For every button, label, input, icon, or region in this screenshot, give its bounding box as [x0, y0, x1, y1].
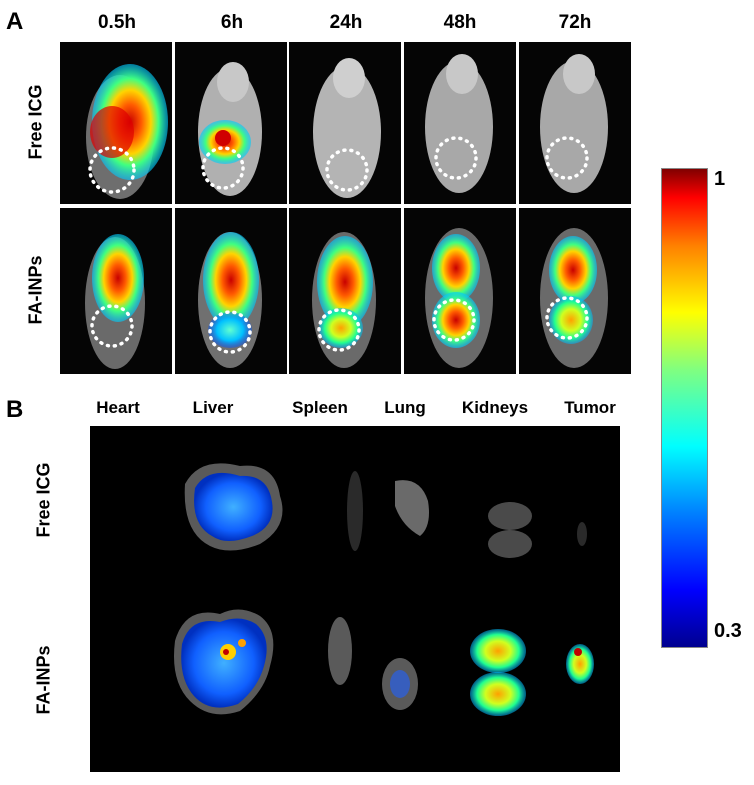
row-label-fa-inps: FA-INPs [25, 255, 46, 325]
organ-label-tumor: Tumor [564, 398, 616, 417]
timepoint-label: 72h [558, 12, 592, 33]
ex-vivo-organ-image [90, 426, 620, 772]
image-free-icg-0-5h [60, 42, 172, 204]
colorbar [661, 168, 708, 648]
panel-b-letter: B [6, 396, 24, 423]
organ-label-kidneys: Kidneys [461, 398, 529, 417]
timepoint-label: 48h [443, 12, 477, 33]
image-fa-inps-24h [289, 208, 401, 374]
panel-a-letter: A [6, 8, 24, 35]
row-label-fa-inps: FA-INPs [33, 645, 54, 715]
image-fa-inps-6h [175, 208, 287, 374]
row-label-free-icg: Free ICG [33, 462, 54, 538]
colorbar-max-label: 1 [714, 168, 726, 190]
colorbar-min-label: 0.3 [714, 620, 742, 642]
organ-label-lung: Lung [384, 398, 426, 417]
organ-label-heart: Heart [96, 398, 140, 417]
image-free-icg-24h [289, 42, 401, 204]
organ-label-spleen: Spleen [292, 398, 348, 417]
image-free-icg-6h [175, 42, 287, 204]
timepoint-label: 6h [220, 12, 244, 33]
timepoint-label: 0.5h [97, 12, 137, 33]
row-label-free-icg: Free ICG [25, 84, 46, 160]
image-fa-inps-72h [519, 208, 631, 374]
image-fa-inps-48h [404, 208, 516, 374]
organ-label-liver: Liver [192, 398, 234, 417]
timepoint-label: 24h [329, 12, 363, 33]
image-free-icg-72h [519, 42, 631, 204]
image-free-icg-48h [404, 42, 516, 204]
image-fa-inps-0-5h [60, 208, 172, 374]
